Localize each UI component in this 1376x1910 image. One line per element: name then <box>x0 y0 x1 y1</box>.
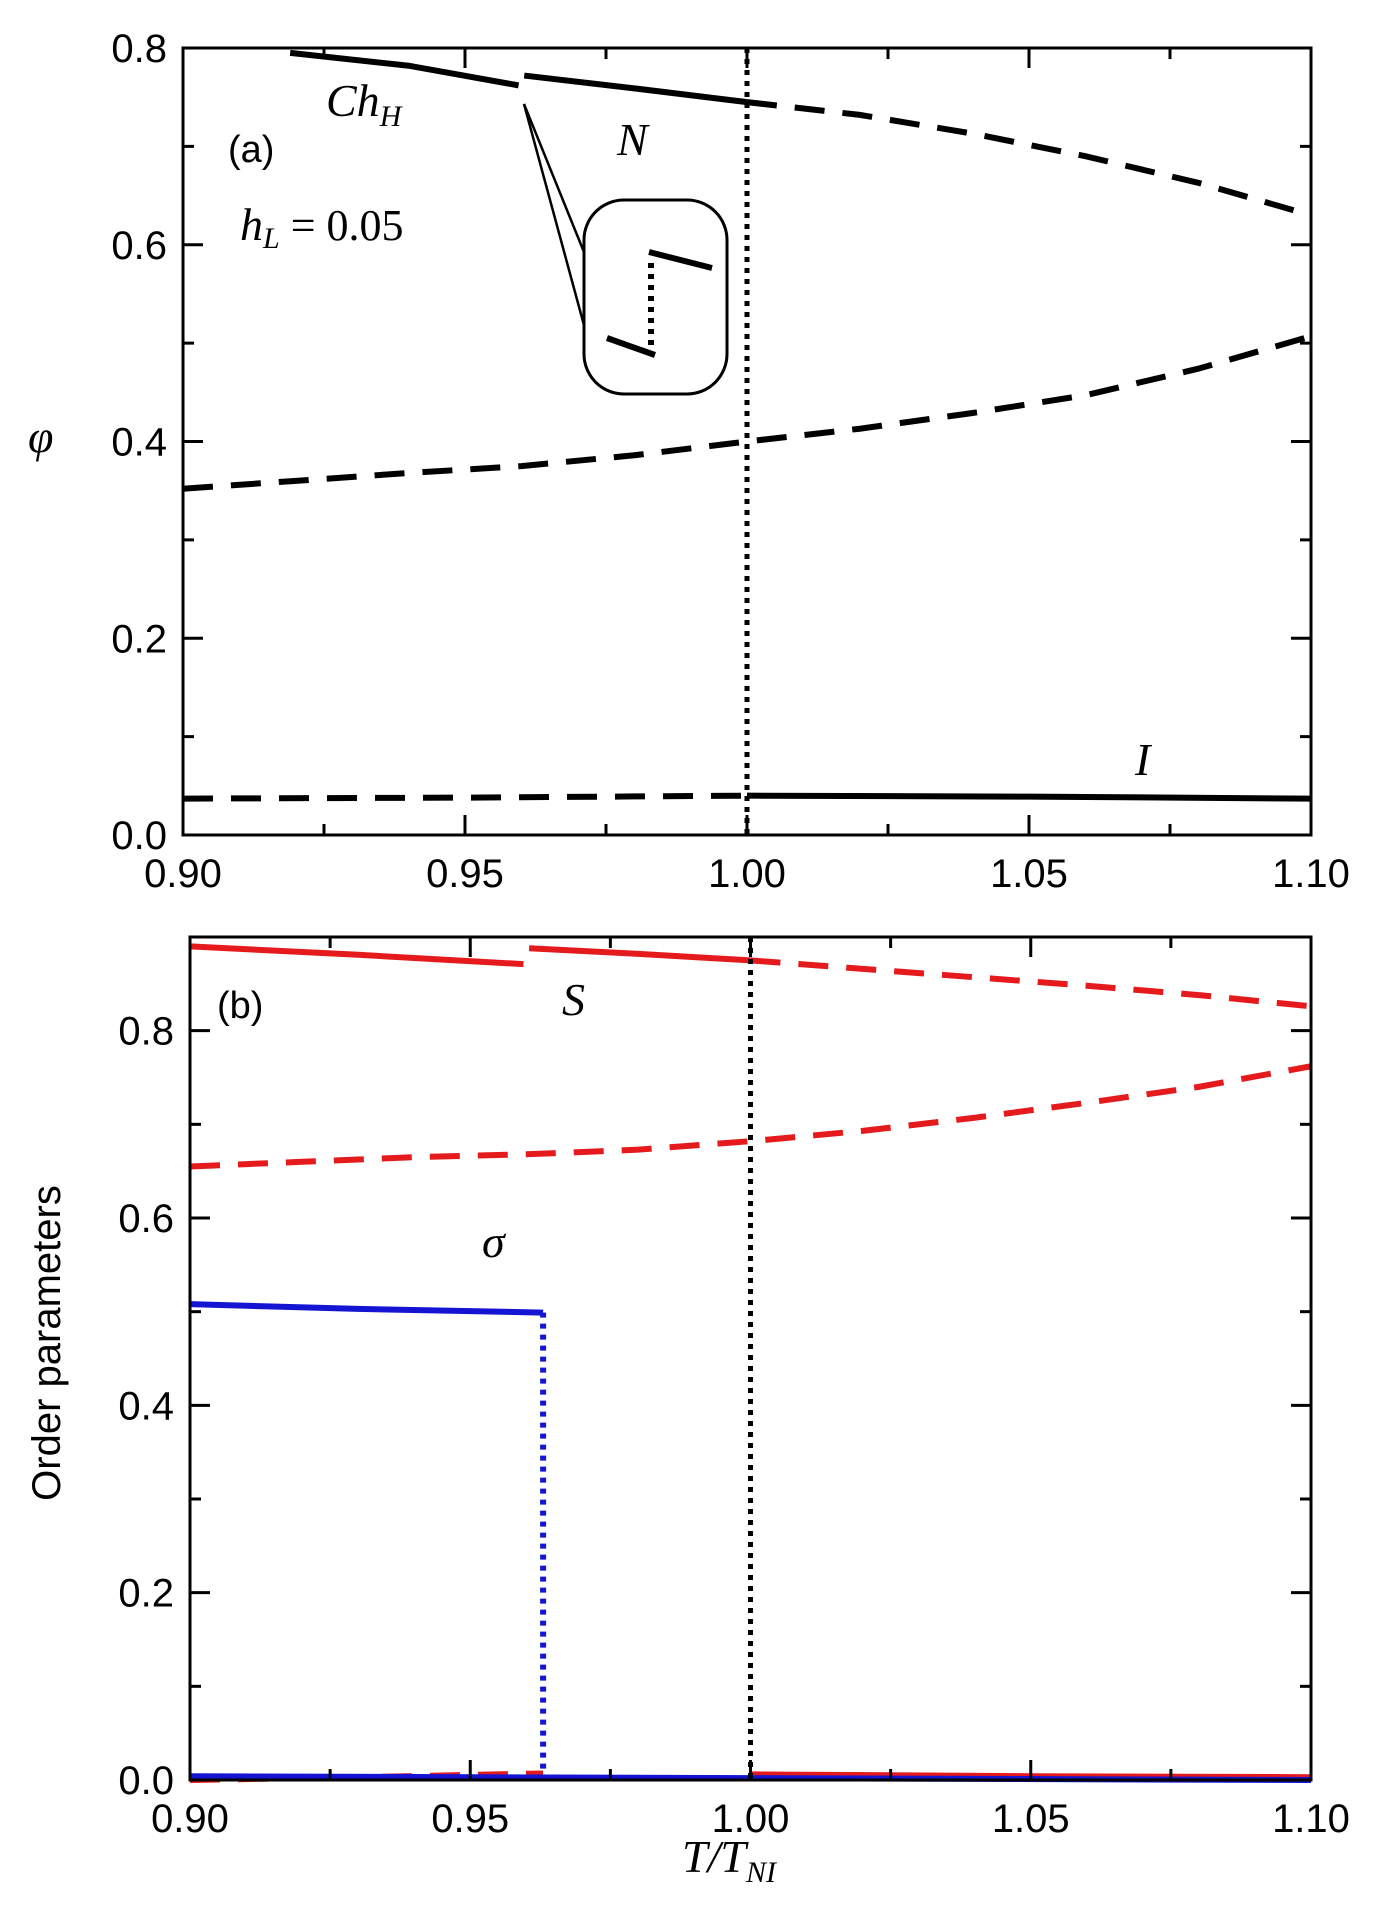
parameter-symbol: h <box>240 199 263 250</box>
panel-a-x-tick-label: 0.95 <box>426 852 504 896</box>
panel-b-x-tick-label: 1.05 <box>992 1797 1070 1841</box>
label-ch-h: ChH <box>326 75 404 133</box>
panel-b: 0.90 0.95 1.00 1.05 1.10 0.0 0.2 0.4 0.6… <box>25 935 1350 1889</box>
x-axis-title-subscript: NI <box>745 1856 778 1889</box>
panel-b-series-line-3 <box>189 1063 1312 1170</box>
panel-a-y-axis-title: φ <box>28 411 53 462</box>
panel-b-series-line-0 <box>189 943 524 968</box>
label-s: S <box>562 974 585 1025</box>
panel-b-series-line-1 <box>528 945 751 964</box>
panel-b-x-tick-label: 1.10 <box>1272 1797 1350 1841</box>
panel-a-x-tick-label: 1.00 <box>708 852 786 896</box>
label-sigma: σ <box>482 1216 507 1267</box>
panel-a-y-tick-label: 0.6 <box>111 224 167 268</box>
label-i: I <box>1134 734 1153 785</box>
panel-a-frame <box>181 46 1313 837</box>
panel-a-y-tick-label: 0.8 <box>111 27 167 71</box>
x-axis-title: T/TNI <box>682 1831 778 1889</box>
inset-zoom <box>522 103 729 396</box>
panel-b-tag: (b) <box>217 985 263 1027</box>
inset-upper-branch <box>648 249 713 271</box>
panel-a-series-line-0 <box>289 49 520 89</box>
parameter-value: = 0.05 <box>280 201 404 250</box>
panel-a: 0.90 0.95 1.00 1.05 1.10 0.0 0.2 0.4 0.6… <box>28 27 1350 896</box>
panel-b-y-tick-label: 0.0 <box>118 1759 174 1803</box>
panel-a-x-tick-label: 1.10 <box>1272 852 1350 896</box>
label-ch-subscript: H <box>379 100 404 133</box>
panel-b-y-axis-title: Order parameters <box>25 1185 69 1501</box>
panel-b-x-tick-label: 0.95 <box>431 1797 509 1841</box>
label-ch: Ch <box>326 75 380 126</box>
panel-b-frame <box>188 935 1313 1782</box>
inset-pointer-line <box>522 103 590 263</box>
inset-pointer-line <box>522 103 590 341</box>
panel-a-y-tick-label: 0.4 <box>111 421 167 465</box>
panel-b-y-tick-label: 0.8 <box>118 1010 174 1054</box>
inset-box <box>582 198 729 396</box>
panel-a-series-line-5 <box>746 792 1312 802</box>
x-axis-title-main: T/T <box>682 1831 749 1882</box>
panel-b-series-line-6 <box>189 1301 544 1316</box>
panel-a-x-tick-label: 0.90 <box>144 852 222 896</box>
parameter-label: hL = 0.05 <box>240 199 404 255</box>
panel-a-series-line-1 <box>523 72 748 106</box>
inset-lower-branch <box>605 335 657 358</box>
panel-a-series <box>182 49 1312 802</box>
panel-a-y-tick-label: 0.0 <box>111 814 167 858</box>
panel-b-y-tick-label: 0.6 <box>118 1197 174 1241</box>
label-n: N <box>616 114 650 165</box>
panel-b-x-tick-label: 1.00 <box>712 1797 790 1841</box>
panel-a-y-tick-label: 0.2 <box>111 617 167 661</box>
panel-a-tag: (a) <box>228 129 274 171</box>
panel-b-x-tick-label: 0.90 <box>151 1797 229 1841</box>
parameter-subscript: L <box>262 222 280 255</box>
panel-b-y-tick-label: 0.4 <box>118 1384 174 1428</box>
panel-b-y-tick-label: 0.2 <box>118 1572 174 1616</box>
panel-a-x-tick-label: 1.05 <box>990 852 1068 896</box>
